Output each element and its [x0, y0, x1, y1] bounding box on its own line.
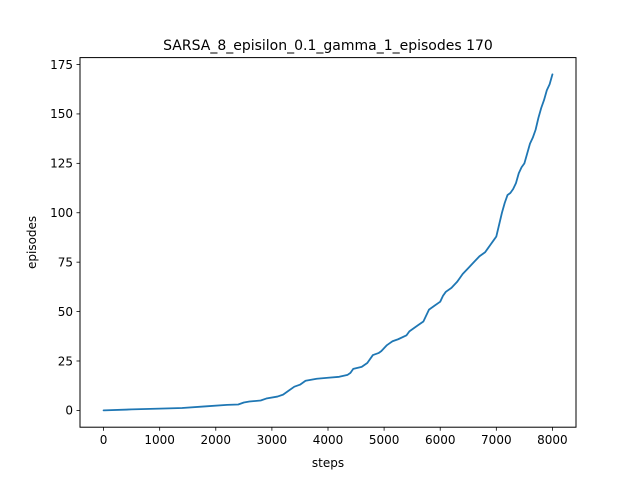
plot-frame — [79, 57, 577, 428]
y-tick-label: 50 — [58, 305, 73, 319]
y-axis-label: episodes — [25, 216, 39, 269]
y-tick-label: 75 — [58, 255, 73, 269]
y-tick-label: 100 — [50, 206, 73, 220]
y-tick-label: 25 — [58, 354, 73, 368]
y-tick-label: 175 — [50, 58, 73, 72]
x-tick-label: 1000 — [144, 433, 175, 447]
series-line-0 — [102, 73, 554, 412]
x-axis-label: steps — [312, 456, 344, 470]
x-tick-label: 7000 — [481, 433, 512, 447]
y-tick-label: 125 — [50, 157, 73, 171]
x-tick-label: 3000 — [257, 433, 288, 447]
x-tick-label: 0 — [100, 433, 108, 447]
x-tick-label: 8000 — [537, 433, 568, 447]
y-tick-label: 150 — [50, 107, 73, 121]
x-tick-label: 5000 — [369, 433, 400, 447]
x-tick-label: 4000 — [313, 433, 344, 447]
y-tick-label: 0 — [65, 404, 73, 418]
x-tick-label: 2000 — [201, 433, 232, 447]
chart-title: SARSA_8_episilon_0.1_gamma_1_episodes 17… — [163, 38, 493, 54]
x-tick-label: 6000 — [425, 433, 456, 447]
